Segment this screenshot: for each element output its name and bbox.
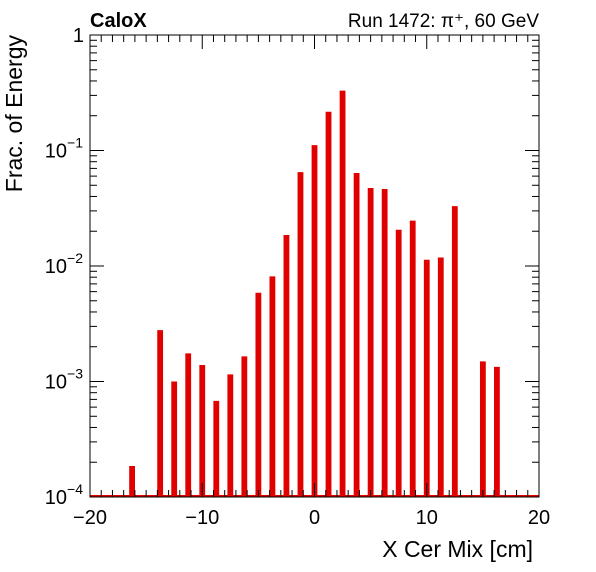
histogram-bar xyxy=(437,257,444,497)
histogram-bar xyxy=(494,366,500,497)
histogram-bar xyxy=(185,353,192,497)
histogram-bar xyxy=(213,400,220,497)
histogram-bar xyxy=(157,330,164,497)
x-tick-label: 0 xyxy=(309,507,320,529)
histogram-bar xyxy=(129,466,135,497)
histogram-bar xyxy=(283,235,290,497)
histogram-bar xyxy=(423,259,430,497)
histogram-bar xyxy=(479,361,486,497)
x-tick-label: 20 xyxy=(528,507,550,529)
y-tick-label: 10−4 xyxy=(45,481,83,509)
histogram-bar xyxy=(325,111,332,497)
y-axis-title: Frac. of Energy xyxy=(1,35,27,193)
histogram-bar xyxy=(395,229,402,497)
histogram-bar xyxy=(297,172,304,497)
y-tick-label: 10−2 xyxy=(45,250,83,278)
histogram-bar xyxy=(451,206,458,497)
histogram-bar xyxy=(353,172,360,497)
x-tick-label: −10 xyxy=(185,507,219,529)
y-tick-label: 1 xyxy=(73,25,84,47)
x-tick-label: 10 xyxy=(416,507,438,529)
histogram-bar xyxy=(241,356,248,497)
y-tick-label: 10−3 xyxy=(45,366,83,394)
y-tick-label: 10−1 xyxy=(45,135,83,163)
histogram-bar xyxy=(381,189,388,497)
x-tick-label: −20 xyxy=(73,507,107,529)
histogram-bar xyxy=(269,276,276,497)
histogram-bar xyxy=(227,374,234,497)
histogram-bar xyxy=(171,381,178,497)
histogram-bar xyxy=(311,145,318,497)
x-axis-title: X Cer Mix [cm] xyxy=(382,536,533,562)
brand-label: CaloX xyxy=(90,10,147,32)
histogram-bar xyxy=(409,220,416,497)
histogram-bar xyxy=(367,187,374,497)
run-label: Run 1472: π⁺, 60 GeV xyxy=(348,11,539,32)
x-axis-ticks: −20 −10 0 10 20 xyxy=(73,35,550,529)
histogram-bar xyxy=(199,364,206,497)
histogram-bars xyxy=(90,90,539,497)
histogram-bar xyxy=(339,90,346,497)
plot-frame xyxy=(89,34,540,498)
histogram-bar xyxy=(255,292,262,497)
